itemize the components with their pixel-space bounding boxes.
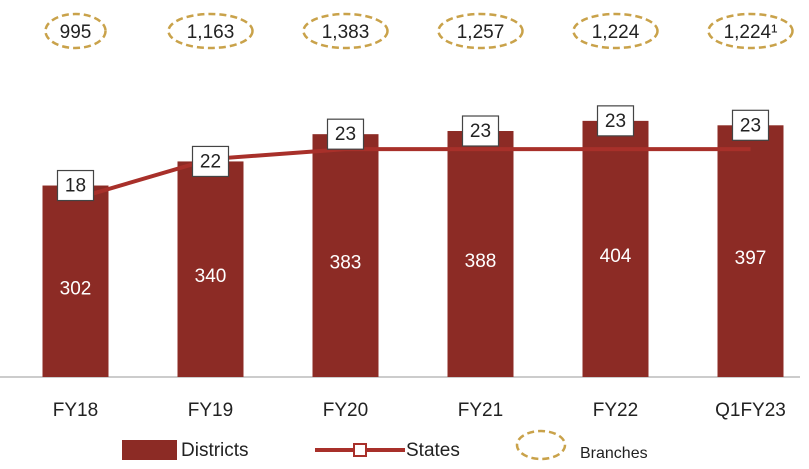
line-value-label: 23 bbox=[335, 124, 356, 145]
value-box bbox=[326, 118, 365, 150]
bar bbox=[177, 161, 244, 377]
x-tick-label: FY21 bbox=[458, 400, 503, 421]
oval-value-label: 1,383 bbox=[322, 22, 370, 43]
bar bbox=[312, 134, 379, 377]
value-box bbox=[56, 169, 95, 202]
legend-label: Branches bbox=[580, 445, 648, 462]
bar bbox=[582, 120, 649, 377]
legend-swatch bbox=[515, 429, 567, 461]
line-value-label: 23 bbox=[740, 115, 761, 136]
value-box bbox=[191, 145, 230, 178]
x-tick-label: FY22 bbox=[593, 400, 638, 421]
legend-swatch bbox=[122, 440, 177, 460]
value-box bbox=[461, 115, 500, 147]
line-value-label: 22 bbox=[200, 151, 221, 172]
oval-value-label: 1,224¹ bbox=[724, 22, 778, 43]
x-tick-label: Q1FY23 bbox=[715, 400, 786, 421]
x-tick-label: FY18 bbox=[53, 400, 98, 421]
bar bbox=[447, 131, 514, 377]
legend-label: States bbox=[406, 440, 460, 461]
oval-marker bbox=[572, 12, 659, 50]
bar bbox=[717, 125, 784, 377]
line-value-label: 18 bbox=[65, 176, 86, 197]
x-tick-label: FY20 bbox=[323, 400, 368, 421]
bar-value-label: 302 bbox=[60, 278, 92, 299]
line-value-label: 23 bbox=[470, 121, 491, 142]
bar-value-label: 404 bbox=[600, 246, 632, 267]
bar-value-label: 397 bbox=[735, 248, 767, 269]
oval-value-label: 995 bbox=[60, 22, 92, 43]
oval-marker bbox=[707, 12, 794, 50]
line bbox=[74, 147, 751, 201]
bar-value-label: 388 bbox=[465, 251, 497, 272]
value-box bbox=[731, 109, 770, 141]
oval-marker bbox=[44, 12, 107, 50]
bar bbox=[42, 185, 109, 377]
bar-value-label: 383 bbox=[330, 253, 362, 274]
oval-value-label: 1,224 bbox=[592, 22, 640, 43]
legend-label: Districts bbox=[181, 440, 249, 461]
oval-value-label: 1,257 bbox=[457, 22, 505, 43]
oval-marker bbox=[167, 12, 254, 50]
bar-value-label: 340 bbox=[195, 266, 227, 287]
oval-value-label: 1,163 bbox=[187, 22, 235, 43]
oval-marker bbox=[437, 12, 524, 50]
legend-swatch bbox=[353, 443, 367, 457]
value-box bbox=[596, 105, 635, 137]
oval-marker bbox=[302, 12, 389, 50]
x-tick-label: FY19 bbox=[188, 400, 233, 421]
line-value-label: 23 bbox=[605, 111, 626, 132]
